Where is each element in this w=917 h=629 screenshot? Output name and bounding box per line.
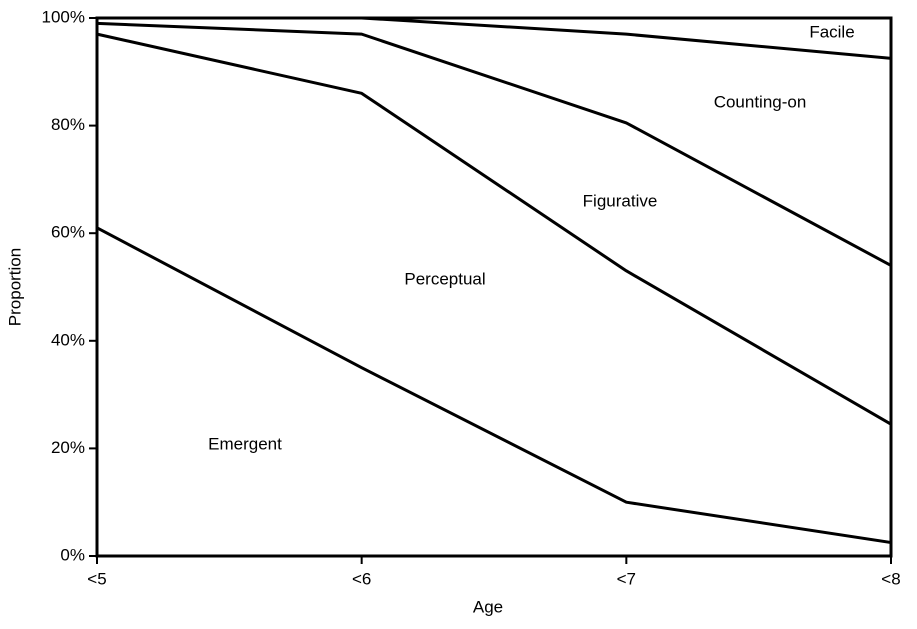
y-tick-label: 0% (60, 545, 85, 564)
y-tick-label: 40% (51, 330, 85, 349)
x-tick-label: <5 (87, 569, 106, 588)
y-axis-label: Proportion (5, 248, 24, 326)
region-label: Figurative (583, 191, 658, 210)
x-tick-label: <8 (881, 569, 900, 588)
region-label: Perceptual (404, 269, 485, 288)
boundary-line (96, 32, 892, 426)
y-tick-label: 100% (42, 7, 85, 26)
x-tick-label: <6 (352, 569, 371, 588)
x-tick-label: <7 (617, 569, 636, 588)
region-label: Facile (809, 22, 854, 41)
x-axis-label: Age (473, 597, 503, 616)
boundary-line (96, 21, 892, 267)
boundary-line (97, 16, 892, 60)
y-tick-label: 80% (51, 115, 85, 134)
region-label: Emergent (208, 434, 282, 453)
boundary-line (96, 226, 892, 545)
y-tick-label: 20% (51, 438, 85, 457)
y-tick-label: 60% (51, 223, 85, 242)
region-label: Counting-on (714, 92, 807, 111)
